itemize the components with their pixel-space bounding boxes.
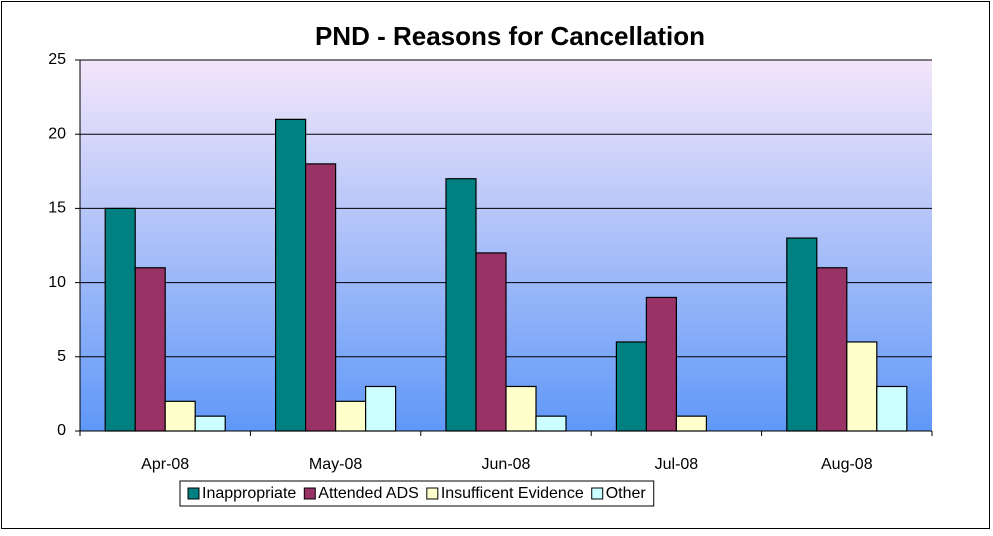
- bar: [876, 385, 908, 432]
- bar: [365, 385, 397, 432]
- y-tick-label: 0: [57, 422, 66, 439]
- legend-label: Other: [606, 485, 647, 502]
- x-tick-label: Apr-08: [141, 456, 189, 473]
- bar: [675, 415, 708, 432]
- bar: [645, 296, 678, 432]
- y-tick-label: 20: [48, 125, 66, 142]
- bar: [134, 267, 166, 432]
- bar: [505, 385, 537, 432]
- bar: [786, 237, 818, 432]
- legend-swatch: [426, 487, 439, 500]
- bar: [475, 252, 507, 432]
- legend-swatch: [591, 487, 604, 500]
- legend-label: Insufficent Evidence: [441, 485, 584, 502]
- bar: [615, 341, 648, 432]
- legend-label: Attended ADS: [318, 485, 419, 502]
- bar: [164, 400, 196, 432]
- bar: [104, 207, 136, 432]
- legend-swatch: [187, 487, 200, 500]
- bar: [335, 400, 367, 432]
- bar: [275, 118, 307, 432]
- x-tick-label: Aug-08: [821, 456, 873, 473]
- x-tick-label: May-08: [309, 456, 362, 473]
- bar: [535, 415, 567, 432]
- chart-title: PND - Reasons for Cancellation: [315, 21, 705, 51]
- x-tick-label: Jul-08: [655, 456, 699, 473]
- y-tick-label: 5: [57, 348, 66, 365]
- y-tick-label: 10: [48, 274, 66, 291]
- legend-box: [179, 480, 655, 507]
- bar: [305, 163, 337, 432]
- x-tick-label: Jun-08: [482, 456, 531, 473]
- bar: [816, 267, 848, 432]
- bar: [194, 415, 226, 432]
- legend-label: Inappropriate: [202, 485, 296, 502]
- legend-swatch: [303, 487, 316, 500]
- bar: [846, 341, 878, 432]
- y-tick-label: 15: [48, 200, 66, 217]
- bar: [445, 178, 477, 432]
- y-tick-label: 25: [48, 51, 66, 68]
